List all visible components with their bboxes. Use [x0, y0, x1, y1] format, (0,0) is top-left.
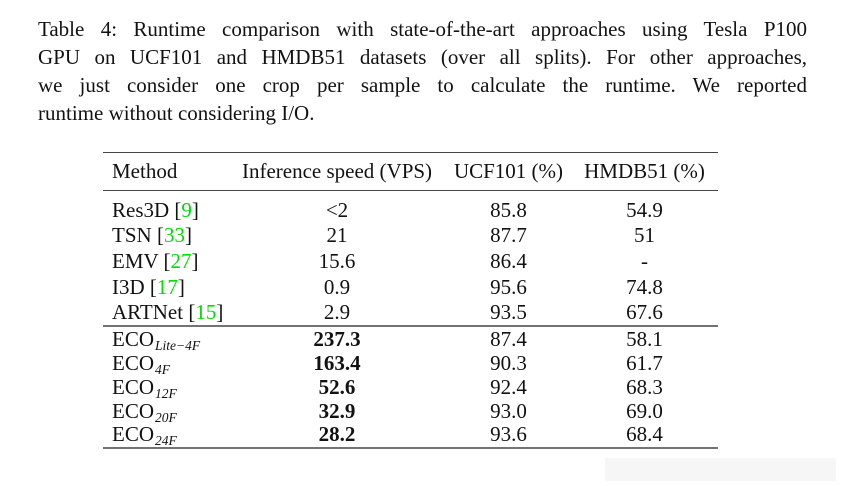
hmdb51-cell: 58.1 [626, 326, 663, 351]
table-rule-mid [103, 325, 718, 328]
table-row: ECO24F 28.2 93.6 68.4 [103, 422, 718, 449]
hmdb51-cell: - [641, 248, 648, 273]
citation-number: 33 [163, 223, 185, 248]
table-row: ECO4F 163.4 90.3 61.7 [103, 350, 718, 377]
method-subscript: Lite−4F [155, 337, 201, 353]
caption-line-2: GPU on UCF101 and HMDB51 datasets (over … [38, 45, 807, 69]
method-cell: EMV [27] [103, 249, 228, 274]
table-row: ARTNet [15] 2.9 93.5 67.6 [103, 300, 718, 326]
hmdb51-cell: 54.9 [626, 197, 663, 222]
inference-speed-cell: 52.6 [318, 374, 356, 399]
method-name: TSN [112, 223, 152, 248]
results-table: Method Inference speed (VPS) UCF101 (%) … [103, 152, 718, 449]
inference-speed-cell: 15.6 [318, 248, 356, 273]
method-name: EMV [112, 248, 159, 273]
method-name: ECO [112, 374, 154, 399]
method-cell: ECO12F [103, 374, 228, 401]
method-cell: ECO4F [103, 350, 228, 377]
hmdb51-cell: 61.7 [626, 350, 663, 375]
sota-rows-section: Res3D [9] <2 85.8 54.9 TSN [33] 21 87.7 … [103, 191, 718, 326]
ucf101-cell: 85.8 [490, 197, 527, 222]
method-subscript: 20F [155, 409, 177, 425]
caption-line-1: Table 4: Runtime comparison with state-o… [38, 17, 807, 41]
table-row: Res3D [9] <2 85.8 54.9 [103, 198, 718, 224]
table-row: EMV [27] 15.6 86.4 - [103, 249, 718, 275]
ucf101-cell: 92.4 [490, 374, 527, 399]
citation-number: 15 [195, 300, 217, 325]
ucf101-cell: 93.0 [490, 398, 527, 423]
hmdb51-cell: 67.6 [626, 300, 663, 325]
header-hmdb51: HMDB51 (%) [584, 158, 705, 183]
method-name: I3D [112, 274, 145, 299]
method-cell: ECOLite−4F [103, 326, 228, 353]
table-row: I3D [17] 0.9 95.6 74.8 [103, 274, 718, 300]
ucf101-cell: 87.7 [490, 223, 527, 248]
header-method: Method [112, 158, 178, 183]
citation: [17] [144, 274, 185, 299]
table-header-row: Method Inference speed (VPS) UCF101 (%) … [103, 153, 718, 190]
table-row: ECO12F 52.6 92.4 68.3 [103, 374, 718, 401]
method-cell: I3D [17] [103, 275, 228, 300]
citation-number: 17 [156, 274, 178, 299]
table-rule-header [103, 189, 718, 191]
caption-line-3: we just consider one crop per sample to … [38, 73, 807, 97]
table-row: ECO20F 32.9 93.0 69.0 [103, 398, 718, 425]
background-artifact [605, 458, 836, 481]
table-rule-top [103, 152, 718, 153]
header-inference-speed: Inference speed (VPS) [241, 158, 433, 183]
ucf101-cell: 93.6 [490, 422, 527, 447]
method-cell: ARTNet [15] [103, 300, 228, 325]
hmdb51-cell: 51 [634, 223, 655, 248]
method-cell: ECO24F [103, 422, 228, 449]
hmdb51-cell: 69.0 [626, 398, 663, 423]
citation: [27] [158, 248, 199, 273]
method-subscript: 12F [155, 385, 177, 401]
hmdb51-cell: 68.4 [626, 422, 663, 447]
table-caption: Table 4: Runtime comparison with state-o… [38, 15, 807, 127]
method-subscript: 24F [155, 433, 177, 449]
ucf101-cell: 90.3 [490, 350, 527, 375]
citation: [9] [169, 197, 199, 222]
method-name: ECO [112, 422, 154, 447]
inference-speed-cell: 32.9 [318, 398, 356, 423]
inference-speed-cell: 0.9 [323, 274, 351, 299]
inference-speed-cell: 28.2 [318, 422, 356, 447]
caption-line-4: runtime without considering I/O. [38, 101, 315, 125]
table-row: ECOLite−4F 237.3 87.4 58.1 [103, 326, 718, 353]
citation: [15] [183, 300, 224, 325]
method-cell: ECO20F [103, 398, 228, 425]
ucf101-cell: 95.6 [490, 274, 527, 299]
method-subscript: 4F [155, 361, 170, 377]
method-cell: Res3D [9] [103, 198, 228, 223]
citation: [33] [151, 223, 192, 248]
eco-rows-section: ECOLite−4F 237.3 87.4 58.1 ECO4F 163.4 9… [103, 326, 718, 449]
hmdb51-cell: 68.3 [626, 374, 663, 399]
method-name: ARTNet [112, 300, 184, 325]
table-row: TSN [33] 21 87.7 51 [103, 223, 718, 249]
citation-number: 27 [170, 248, 192, 273]
ucf101-cell: 86.4 [490, 248, 527, 273]
ucf101-cell: 87.4 [490, 326, 527, 351]
citation-number: 9 [181, 197, 192, 222]
inference-speed-cell: 163.4 [313, 350, 361, 375]
method-cell: TSN [33] [103, 223, 228, 248]
hmdb51-cell: 74.8 [626, 274, 663, 299]
inference-speed-cell: 2.9 [323, 300, 351, 325]
header-ucf101: UCF101 (%) [453, 158, 564, 183]
table-rule-bottom [103, 446, 718, 449]
method-name: ECO [112, 326, 154, 351]
inference-speed-cell: <2 [325, 197, 349, 222]
method-name: ECO [112, 350, 154, 375]
inference-speed-cell: 237.3 [313, 326, 361, 351]
inference-speed-cell: 21 [326, 223, 348, 248]
ucf101-cell: 93.5 [490, 300, 527, 325]
method-name: Res3D [112, 197, 170, 222]
method-name: ECO [112, 398, 154, 423]
